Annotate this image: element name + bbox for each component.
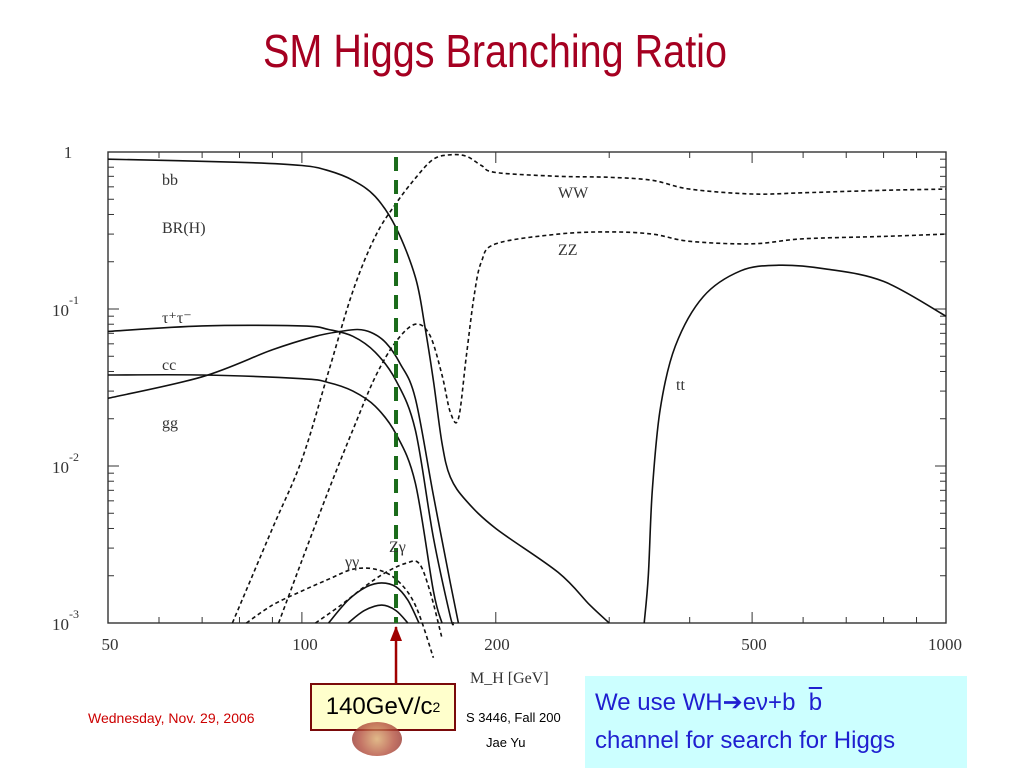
series-line-- <box>107 324 455 626</box>
label-br-h: BR(H) <box>162 220 206 237</box>
axis-ticks <box>107 151 947 624</box>
note-line-2: channel for search for Higgs <box>595 727 896 754</box>
series-line-unlabeled-9 <box>327 582 420 624</box>
x-tick-label-1000: 1000 <box>928 635 962 654</box>
note-line1-post: eν+b <box>742 689 796 716</box>
note-line-1: We use WH➔eν+b b <box>595 684 957 722</box>
slide-title: SM Higgs Branching Ratio <box>263 25 727 77</box>
mass-value: 140GeV/c <box>325 693 433 720</box>
series-line-zz <box>277 231 947 624</box>
curves-group <box>107 153 947 659</box>
x-tick-label-50: 50 <box>102 635 119 654</box>
y-tick-label-0p1: 10-1 <box>52 293 79 320</box>
note-bbar: b <box>808 689 823 716</box>
footer-date: Wednesday, Nov. 29, 2006 <box>88 710 255 726</box>
plot-frame <box>107 151 947 624</box>
label-tt: tt <box>676 377 685 394</box>
note-box: We use WH➔eν+b b channel for search for … <box>585 676 967 768</box>
mass-exponent: 2 <box>432 699 441 715</box>
mass-marker-group <box>390 157 403 690</box>
label-gg: gg <box>162 415 178 432</box>
label-ww: WW <box>558 185 589 202</box>
series-line-- <box>245 567 435 659</box>
series-line-z- <box>315 560 443 639</box>
label-gamma-gamma: γγ <box>344 554 359 571</box>
x-axis-label: M_H [GeV] <box>470 670 549 687</box>
x-tick-label-100: 100 <box>292 635 318 654</box>
x-tick-label-500: 500 <box>741 635 767 654</box>
note-line1-pre: We use WH <box>595 689 723 716</box>
branching-ratio-chart: 50 100 200 500 1000 1 10-1 10-2 10-3 M_H… <box>52 143 962 690</box>
footer-course: S 3446, Fall 200 <box>466 710 561 725</box>
series-line-ww <box>231 153 947 624</box>
series-line-cc <box>107 373 443 624</box>
series-line-bb <box>107 158 610 624</box>
x-tick-label-200: 200 <box>484 635 510 654</box>
label-bb: bb <box>162 172 178 189</box>
university-seal-icon <box>352 722 402 756</box>
y-tick-label-0p01: 10-2 <box>52 450 79 477</box>
y-tick-label-1: 1 <box>64 143 73 162</box>
arrow-icon: ➔ <box>722 689 743 716</box>
label-cc: cc <box>162 357 176 374</box>
footer-author: Jae Yu <box>486 735 526 750</box>
y-tick-label-0p001: 10-3 <box>52 607 79 634</box>
label-z-gamma: Zγ <box>389 539 406 556</box>
series-line-unlabeled-10 <box>347 604 409 624</box>
label-zz: ZZ <box>558 242 578 259</box>
mass-arrow-head <box>390 626 403 641</box>
label-tautau: τ⁺τ⁻ <box>162 310 192 327</box>
series-line-tt <box>643 264 947 624</box>
series-line-gg <box>107 328 460 624</box>
